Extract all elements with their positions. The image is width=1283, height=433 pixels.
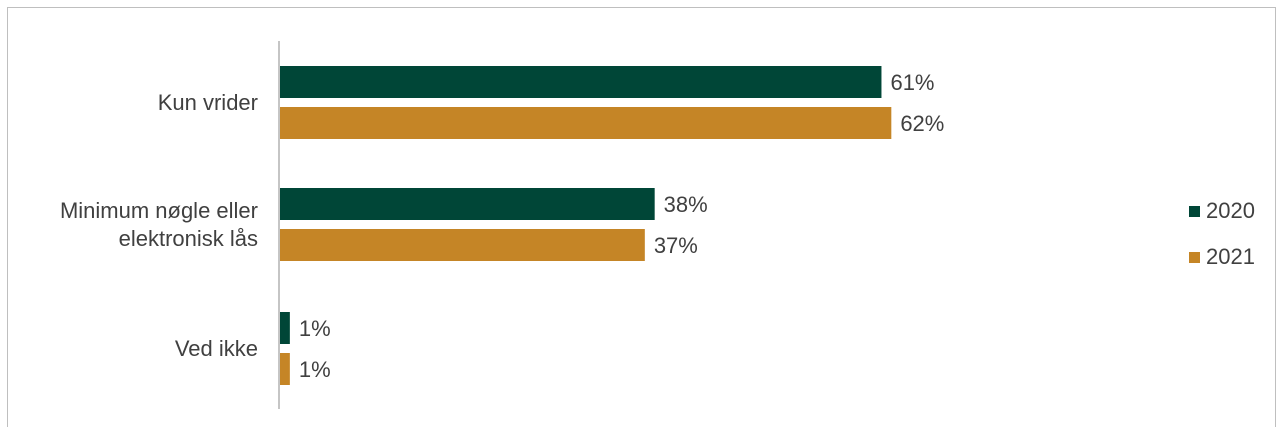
bar-2020-1 [280,188,655,220]
category-label-line: elektronisk lås [118,225,258,251]
bar-2021-2 [280,353,290,385]
data-label-2021-2: 1% [299,357,331,382]
category-label-1: Minimum nøgle eller elektronisk lås [60,197,258,253]
category-label-line: Minimum nøgle eller [59,197,258,223]
data-label-2021-0: 62% [900,111,944,136]
legend-label-2020: 2020 [1206,198,1255,223]
category-label-line: Kun vrider [157,89,258,115]
category-label-2: Ved ikke [175,335,258,363]
category-label-0: Kun vrider [158,89,258,117]
data-label-2021-1: 37% [654,233,698,258]
bar-2021-0 [280,107,892,139]
bar-2020-0 [280,66,882,98]
legend-item-2021: 2021 [1189,234,1255,280]
legend-label-2021: 2021 [1206,244,1255,269]
data-label-2020-2: 1% [299,316,331,341]
legend: 2020 2021 [1189,188,1255,280]
data-label-2020-1: 38% [664,192,708,217]
data-label-2020-0: 61% [890,70,934,95]
bar-2021-1 [280,229,645,261]
category-label-line: Ved ikke [174,335,258,361]
legend-swatch-2020 [1189,205,1200,217]
bar-2020-2 [280,312,290,344]
legend-item-2020: 2020 [1189,188,1255,234]
legend-swatch-2021 [1189,251,1200,263]
